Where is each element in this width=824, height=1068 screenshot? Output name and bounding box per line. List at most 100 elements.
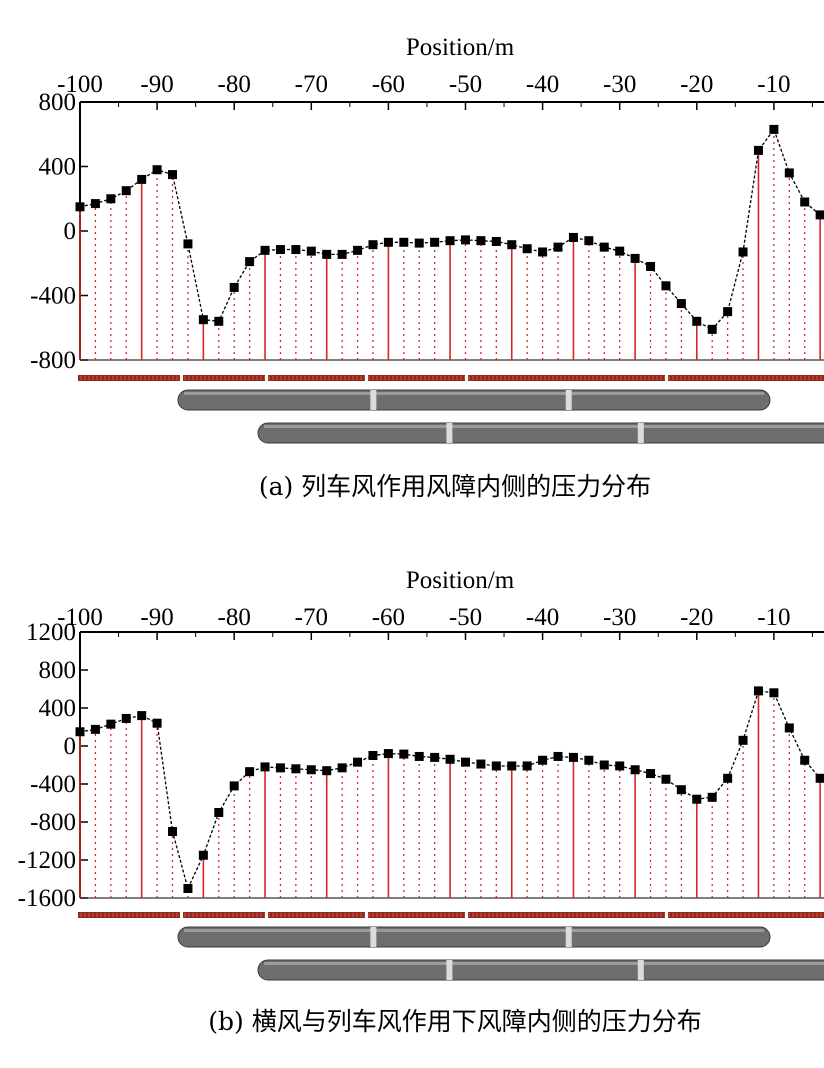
data-point <box>676 785 686 795</box>
strip-dot <box>572 376 574 380</box>
data-point <box>491 761 501 771</box>
strip-dot <box>728 913 730 917</box>
strip-dot <box>544 376 546 380</box>
data-point <box>152 718 162 728</box>
strip-dot <box>128 913 130 917</box>
y-tick-label: 800 <box>39 657 77 684</box>
strip-dot <box>532 376 534 380</box>
strip-dot <box>752 376 754 380</box>
strip-dot <box>580 913 582 917</box>
strip-dot <box>680 913 682 917</box>
y-tick-label: 0 <box>64 733 77 760</box>
strip-dot <box>508 913 510 917</box>
data-point <box>738 247 748 257</box>
strip-dot <box>504 913 506 917</box>
strip-dot <box>244 913 246 917</box>
train-highlight <box>264 962 824 965</box>
strip-dot <box>812 376 814 380</box>
strip-dot <box>780 376 782 380</box>
data-point <box>183 884 193 893</box>
strip-dot <box>340 376 342 380</box>
data-point <box>630 765 640 775</box>
strip-dot <box>336 913 338 917</box>
strip-dot <box>352 376 354 380</box>
strip-dot <box>276 376 278 380</box>
strip-dot <box>284 376 286 380</box>
strip-dot <box>144 376 146 380</box>
train-highlight <box>264 425 824 428</box>
data-point <box>615 246 625 256</box>
strip-dot <box>184 376 186 380</box>
strip-gap <box>465 375 468 381</box>
strip-dot <box>684 376 686 380</box>
strip-dot <box>560 913 562 917</box>
strip-dot <box>476 913 478 917</box>
strip-dot <box>788 376 790 380</box>
strip-dot <box>332 913 334 917</box>
strip-dot <box>348 376 350 380</box>
strip-dot <box>236 376 238 380</box>
strip-dot <box>80 376 82 380</box>
strip-dot <box>512 913 514 917</box>
strip-dot <box>184 913 186 917</box>
x-tick-label: -40 <box>526 71 559 98</box>
strip-dot <box>576 376 578 380</box>
strip-dot <box>332 376 334 380</box>
strip-band <box>78 912 824 918</box>
strip-dot <box>820 913 822 917</box>
data-point <box>753 686 763 696</box>
strip-dot <box>400 913 402 917</box>
strip-dot <box>236 913 238 917</box>
strip-dot <box>148 913 150 917</box>
strip-dot <box>456 913 458 917</box>
strip-dot <box>356 376 358 380</box>
strip-dot <box>436 913 438 917</box>
strip-dot <box>516 376 518 380</box>
strip-dot <box>528 376 530 380</box>
strip-dot <box>368 376 370 380</box>
y-tick-label: 800 <box>39 89 77 116</box>
strip-dot <box>704 376 706 380</box>
strip-dot <box>712 913 714 917</box>
strip-dot <box>412 376 414 380</box>
data-point <box>214 316 224 326</box>
strip-gap <box>465 912 468 918</box>
data-point <box>815 773 824 783</box>
x-axis-title: Position/m <box>406 34 515 61</box>
strip-dot <box>132 913 134 917</box>
train-joint <box>446 960 453 980</box>
strip-dot <box>492 376 494 380</box>
strip-dot <box>220 376 222 380</box>
data-point <box>815 210 824 220</box>
strip-dot <box>752 913 754 917</box>
data-point <box>476 236 486 246</box>
strip-dot <box>692 913 694 917</box>
train-highlight <box>184 929 764 932</box>
strip-dot <box>420 913 422 917</box>
strip-dot <box>172 913 174 917</box>
strip-dot <box>116 913 118 917</box>
strip-dot <box>260 376 262 380</box>
strip-dot <box>164 913 166 917</box>
strip-dot <box>720 376 722 380</box>
strip-dot <box>688 913 690 917</box>
strip-dot <box>748 376 750 380</box>
data-point <box>168 827 178 836</box>
strip-dot <box>320 913 322 917</box>
strip-dot <box>632 913 634 917</box>
strip-dot <box>232 376 234 380</box>
strip-dot <box>448 913 450 917</box>
data-point <box>337 249 347 259</box>
data-point <box>599 760 609 770</box>
strip-dot <box>136 913 138 917</box>
strip-dot <box>584 376 586 380</box>
strip-dot <box>176 913 178 917</box>
train-joint <box>565 927 572 947</box>
strip-dot <box>800 913 802 917</box>
strip-dot <box>432 376 434 380</box>
strip-dot <box>288 376 290 380</box>
strip-dot <box>780 913 782 917</box>
strip-dot <box>796 376 798 380</box>
data-point <box>553 242 563 252</box>
strip-dot <box>104 376 106 380</box>
